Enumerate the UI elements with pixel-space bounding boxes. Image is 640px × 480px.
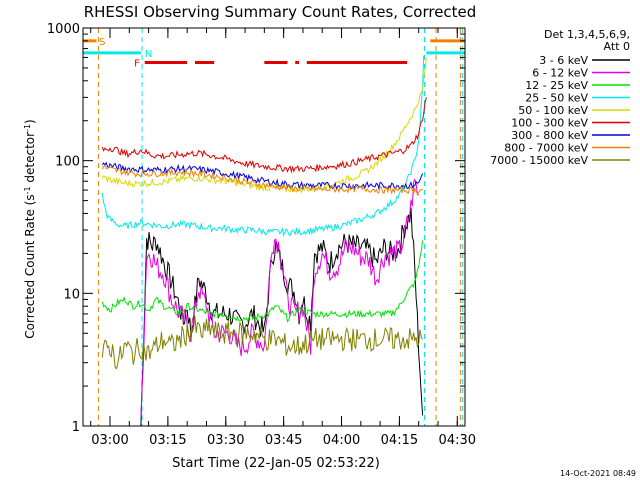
flag-label-S: S [99,37,105,48]
x-axis-label: Start Time (22-Jan-05 02:53:22) [172,456,380,471]
y-tick-label: 1000 [47,22,80,37]
x-axis-ticks: 03:00 03:15 03:30 03:45 04:00 04:15 04:30 [90,28,476,448]
legend-label: 800 - 7000 keV [504,142,588,155]
legend-label: 3 - 6 keV [539,54,588,67]
series-line-2 [140,177,419,417]
y-axis-label-sup2: -1 [23,124,32,132]
legend-label: 25 - 50 keV [525,92,588,105]
series-line-7 [101,161,424,191]
flag-label-N: N [145,49,152,60]
legend-label: 100 - 300 keV [511,117,588,130]
series-line-9 [101,315,424,370]
series-line-3 [101,240,424,323]
x-tick-label: 03:30 [207,433,244,448]
series-line-5 [101,57,427,194]
x-tick-label: 03:15 [149,433,186,448]
footer-timestamp: 14-Oct-2021 08:49 [560,469,636,478]
y-axis-label-mid: detector [23,132,37,187]
chart-title: RHESSI Observing Summary Count Rates, Co… [84,3,477,21]
plot-frame [82,27,466,427]
series-line-1 [140,207,424,427]
legend-label: 7000 - 15000 keV [490,154,588,167]
y-axis-label-main: Corrected Count Rate (s [23,194,37,338]
series-line-6 [101,97,427,174]
y-tick-label: 10 [63,287,80,302]
y-axis-ticks: 1 10 100 1000 [47,22,465,435]
x-tick-label: 03:00 [91,433,128,448]
legend-label: 12 - 25 keV [525,79,588,92]
x-tick-label: 03:45 [265,433,302,448]
x-tick-label: 04:30 [439,433,476,448]
legend-label: 6 - 12 keV [532,67,588,80]
y-axis-label-end: ) [23,119,37,124]
y-tick-label: 100 [55,155,80,170]
x-tick-label: 04:15 [381,433,418,448]
legend-label: 50 - 100 keV [518,104,588,117]
x-tick-label: 04:00 [323,433,360,448]
series-line-4 [101,55,425,237]
y-axis-label-sup1: -1 [23,186,32,194]
legend-label: 300 - 800 keV [511,129,588,142]
flag-label-F: F [134,58,140,69]
y-tick-label: 1 [72,420,80,435]
series-layer [101,55,427,427]
flag-layer: S NF [83,28,465,426]
series-line-8 [101,164,423,195]
y-axis-label: Corrected Count Rate (s-1 detector-1) [23,119,38,338]
legend-header-line1: Det 1,3,4,5,6,9, [544,28,630,41]
legend-header-line2: Att 0 [604,40,630,53]
